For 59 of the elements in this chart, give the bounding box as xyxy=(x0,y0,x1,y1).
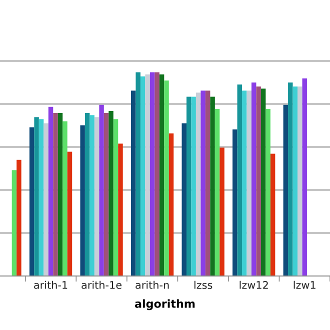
x-tick-label: arith-1e xyxy=(82,280,122,289)
bar xyxy=(12,170,17,276)
bar xyxy=(80,125,85,276)
bar xyxy=(159,74,164,276)
bar xyxy=(266,108,270,276)
x-tick-label: lzw1 xyxy=(294,280,316,289)
bar xyxy=(136,72,140,276)
bar xyxy=(200,90,206,276)
bar xyxy=(94,117,100,276)
bar xyxy=(232,129,238,276)
x-tick-label: arith-1 xyxy=(34,280,68,289)
bar xyxy=(53,113,58,276)
bar xyxy=(251,82,256,276)
bar xyxy=(205,90,210,276)
x-tick-label: lzw12 xyxy=(240,280,268,289)
bar xyxy=(283,104,288,276)
bar xyxy=(298,86,302,276)
bar xyxy=(118,144,123,276)
bar xyxy=(164,80,169,276)
bar xyxy=(196,92,201,276)
bar xyxy=(99,104,104,276)
bar xyxy=(182,123,186,276)
bar xyxy=(140,76,146,276)
bar xyxy=(256,86,261,276)
bar xyxy=(270,154,276,276)
bar xyxy=(260,88,266,276)
bar xyxy=(246,90,252,276)
bar xyxy=(34,117,39,276)
bar xyxy=(48,106,54,276)
x-axis-title: algorithm xyxy=(134,299,195,310)
bar xyxy=(214,108,220,276)
bar xyxy=(191,96,196,276)
bar xyxy=(186,96,192,276)
bar xyxy=(145,74,150,276)
bar xyxy=(38,119,44,276)
bar xyxy=(288,82,293,276)
bar xyxy=(130,90,136,276)
bar xyxy=(90,115,94,276)
bar xyxy=(237,84,242,276)
bar xyxy=(154,72,160,276)
bar xyxy=(16,160,22,276)
bar xyxy=(29,127,34,276)
bar xyxy=(220,148,224,276)
x-tick-label: arith-n xyxy=(136,280,169,289)
bar xyxy=(242,90,247,276)
bar xyxy=(58,113,63,276)
bar xyxy=(67,152,72,276)
bar xyxy=(108,111,114,276)
bar xyxy=(292,86,298,276)
bar xyxy=(113,119,118,276)
bar xyxy=(104,113,109,276)
bar xyxy=(210,96,215,276)
bar xyxy=(302,78,307,276)
x-tick-label: lzss xyxy=(194,280,212,289)
bar xyxy=(62,121,68,276)
bar xyxy=(44,123,48,276)
bar xyxy=(84,113,90,276)
bar xyxy=(150,72,155,276)
bar xyxy=(168,133,174,276)
